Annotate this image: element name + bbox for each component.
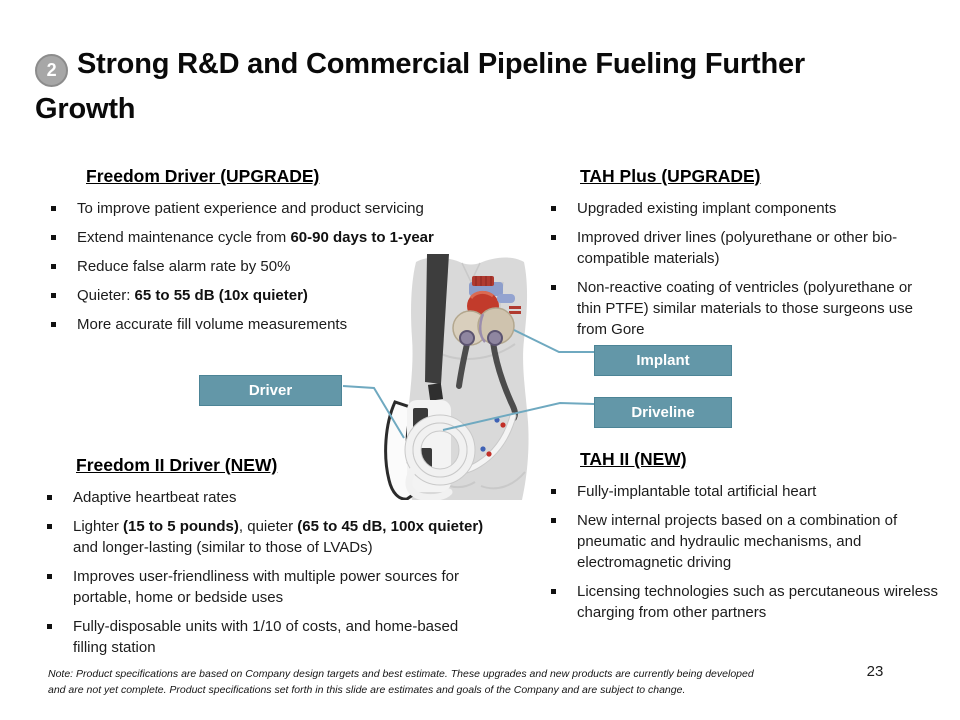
section-freedom-ii-driver-new: Freedom II Driver (NEW) Adaptive heartbea…	[44, 455, 485, 666]
bullet-text: Non-reactive coating of ventricles (poly…	[577, 279, 913, 338]
bullet-item: Licensing technologies such as percutane…	[548, 581, 940, 623]
bullet-square-icon	[51, 264, 56, 269]
section-header-freedom-driver-upgrade: Freedom Driver (UPGRADE)	[86, 166, 320, 186]
bullet-text: Lighter (15 to 5 pounds), quieter (65 to…	[73, 518, 484, 556]
bullet-text: Licensing technologies such as percutane…	[577, 583, 939, 621]
section-header-freedom-ii-driver-new: Freedom II Driver (NEW)	[76, 455, 278, 475]
bullet-square-icon	[47, 524, 52, 529]
bullet-item: Adaptive heartbeat rates	[44, 487, 485, 508]
slide-number-badge: 2	[35, 54, 68, 87]
driver-label: Driver	[199, 375, 342, 406]
bullet-item: Extend maintenance cycle from 60-90 days…	[48, 227, 498, 248]
title-line-1: Strong R&D and Commercial Pipeline Fueli…	[77, 48, 805, 80]
bullet-square-icon	[551, 589, 556, 594]
section-freedom-driver-upgrade: Freedom Driver (UPGRADE) To improve patie…	[48, 166, 498, 343]
artificial-heart-implant	[452, 276, 521, 346]
bullet-item: Improves user-friendliness with multiple…	[44, 566, 485, 608]
bullet-item: Upgraded existing implant components	[548, 198, 940, 219]
bullet-text: Fully-disposable units with 1/10 of cost…	[73, 618, 459, 656]
bullet-item: Reduce false alarm rate by 50%	[48, 256, 498, 277]
bullet-square-icon	[551, 206, 556, 211]
bullet-text: To improve patient experience and produc…	[77, 200, 424, 217]
bullet-text: Adaptive heartbeat rates	[73, 489, 237, 506]
bullet-text: New internal projects based on a combina…	[577, 512, 898, 571]
bullet-text: More accurate fill volume measurements	[77, 316, 348, 333]
section-header-tah-ii-new: TAH II (NEW)	[580, 449, 687, 469]
bullet-item: To improve patient experience and produc…	[48, 198, 498, 219]
slide-title: 2 Strong R&D and Commercial Pipeline Fuel…	[35, 42, 940, 132]
page-number: 23	[866, 663, 884, 680]
bullet-square-icon	[551, 285, 556, 290]
bullet-square-icon	[551, 489, 556, 494]
bullet-text: Improves user-friendliness with multiple…	[73, 568, 459, 606]
bullet-text: Quieter: 65 to 55 dB (10x quieter)	[77, 287, 308, 304]
section-header-tah-plus-upgrade: TAH Plus (UPGRADE)	[580, 166, 761, 186]
bullet-text: Improved driver lines (polyurethane or o…	[577, 229, 898, 267]
bullet-item: Quieter: 65 to 55 dB (10x quieter)	[48, 285, 498, 306]
shoulder-strap	[425, 254, 449, 384]
bullet-square-icon	[51, 322, 56, 327]
driveline-label: Driveline	[594, 397, 732, 428]
bullet-square-icon	[47, 624, 52, 629]
bullet-square-icon	[551, 518, 556, 523]
bullet-item: Fully-implantable total artificial heart	[548, 481, 940, 502]
bullet-text: Reduce false alarm rate by 50%	[77, 258, 291, 275]
bullet-text: Fully-implantable total artificial heart	[577, 483, 817, 500]
bullet-item: Fully-disposable units with 1/10 of cost…	[44, 616, 485, 658]
implant-label: Implant	[594, 345, 732, 376]
bullet-item: New internal projects based on a combina…	[548, 510, 940, 573]
section-tah-ii-new: TAH II (NEW) Fully-implantable total arti…	[548, 449, 940, 631]
title-line-2: Growth	[35, 93, 136, 125]
bullet-square-icon	[51, 293, 56, 298]
bullet-text: Extend maintenance cycle from 60-90 days…	[77, 229, 434, 246]
bullet-item: Lighter (15 to 5 pounds), quieter (65 to…	[44, 516, 485, 558]
bullet-item: Improved driver lines (polyurethane or o…	[548, 227, 940, 269]
bullet-square-icon	[47, 574, 52, 579]
patient-torso-illustration	[384, 254, 529, 500]
footnote: Note: Product specifications are based o…	[48, 668, 754, 696]
bullet-square-icon	[51, 235, 56, 240]
bullet-text: Upgraded existing implant components	[577, 200, 837, 217]
bullet-square-icon	[551, 235, 556, 240]
bullet-square-icon	[51, 206, 56, 211]
coiled-tube	[404, 414, 476, 500]
section-tah-plus-upgrade: TAH Plus (UPGRADE) Upgraded existing impl…	[548, 166, 940, 348]
bullet-item: Non-reactive coating of ventricles (poly…	[548, 277, 940, 340]
bullet-square-icon	[47, 495, 52, 500]
bullet-item: More accurate fill volume measurements	[48, 314, 498, 335]
